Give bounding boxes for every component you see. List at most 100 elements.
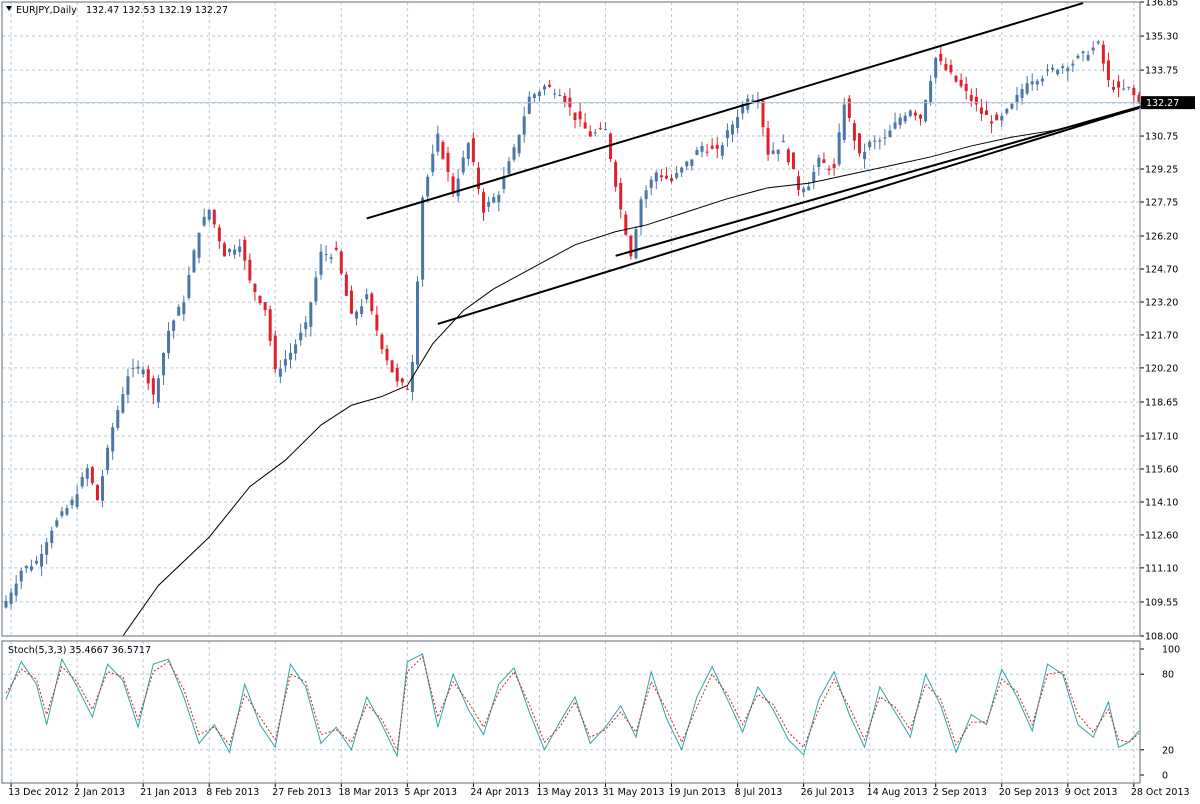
candle-body [161, 352, 165, 376]
candle-body [751, 99, 755, 101]
x-tick-label: 26 Jul 2013 [801, 787, 855, 798]
candle-body [1086, 54, 1090, 61]
candle-body [334, 247, 338, 250]
candle-body [314, 277, 318, 302]
candle-body [822, 159, 826, 163]
stoch-tick-label: 0 [1162, 771, 1168, 782]
y-tick-label: 117.10 [1145, 432, 1178, 443]
stoch-panel-frame [1, 640, 1141, 784]
candle-body [659, 175, 663, 178]
candle-body [451, 176, 455, 194]
candle-body [553, 93, 557, 95]
candle-body [807, 186, 811, 191]
stoch-tick-label: 100 [1162, 645, 1180, 656]
y-tick-label: 129.25 [1145, 165, 1178, 176]
candle-body [603, 129, 607, 131]
candle-body [466, 143, 470, 159]
chart-title: EURJPY,Daily [16, 5, 77, 16]
candle-body [685, 161, 689, 167]
candle-body [908, 110, 912, 117]
candle-body [1137, 94, 1141, 103]
candle-body [924, 100, 928, 122]
candle-body [949, 64, 953, 73]
candle-body [548, 84, 552, 87]
y-tick-label: 124.70 [1145, 265, 1178, 276]
candle-body [959, 79, 963, 87]
candle-body [24, 565, 28, 569]
candle-body [1117, 81, 1121, 88]
chart-menu-triangle-icon[interactable] [6, 6, 12, 11]
candle-body [14, 583, 18, 596]
candle-body [903, 115, 907, 122]
x-tick-label: 8 Jul 2013 [735, 787, 783, 798]
candle-body [852, 123, 856, 141]
candle-body [1127, 86, 1131, 88]
candle-body [1106, 60, 1110, 81]
y-tick-label: 135.30 [1145, 32, 1178, 43]
candle-body [1122, 88, 1126, 90]
candle-body [639, 199, 643, 228]
candle-body [101, 476, 105, 501]
moving-average-line [122, 108, 1140, 637]
candle-body [380, 334, 384, 350]
x-tick-label: 2 Jan 2013 [74, 787, 125, 798]
y-tick-label: 133.75 [1145, 66, 1178, 77]
candle-body [441, 142, 445, 159]
candle-body [375, 314, 379, 331]
y-tick-label: 120.20 [1145, 363, 1178, 374]
candle-body [400, 378, 404, 383]
candle-body [497, 194, 501, 203]
candle-body [299, 332, 303, 341]
candle-body [1132, 87, 1136, 96]
candle-body [1101, 44, 1105, 64]
candle-body [791, 152, 795, 170]
candle-body [304, 322, 308, 330]
axis-labels: 136.85135.30133.75132.25130.75129.25127.… [8, 0, 1189, 798]
x-tick-label: 24 Apr 2013 [470, 787, 529, 798]
candle-body [1112, 86, 1116, 90]
candle-body [868, 141, 872, 148]
candle-body [939, 53, 943, 62]
x-tick-label: 14 Aug 2013 [867, 787, 928, 798]
candle-body [766, 128, 770, 155]
candle-body [263, 302, 267, 311]
candle-body [1045, 69, 1049, 71]
candle-body [268, 309, 272, 341]
candle-body [492, 197, 496, 203]
candle-body [1071, 63, 1075, 66]
candle-body [258, 295, 262, 304]
y-tick-label: 109.55 [1145, 597, 1178, 608]
candle-body [365, 294, 369, 300]
candle-body [598, 128, 602, 130]
candle-body [558, 94, 562, 96]
candle-body [736, 117, 740, 128]
candle-body [502, 176, 506, 190]
candle-body [111, 427, 115, 452]
candle-body [725, 130, 729, 139]
candle-body [344, 274, 348, 296]
main-panel-grid [2, 1, 1140, 637]
candle-body [720, 145, 724, 156]
candle-body [883, 137, 887, 139]
candle-body [710, 145, 714, 149]
candle-body [802, 188, 806, 193]
candle-body [563, 95, 567, 104]
candle-body [624, 214, 628, 235]
candle-body [1096, 41, 1100, 44]
candle-body [156, 378, 160, 403]
candle-body [141, 369, 145, 375]
candle-body [65, 508, 69, 515]
candle-body [847, 98, 851, 118]
candle-body [202, 216, 206, 226]
candle-body [842, 104, 846, 140]
candle-body [324, 254, 328, 256]
candle-body [238, 246, 242, 253]
y-tick-label: 127.75 [1145, 197, 1178, 208]
candle-body [664, 175, 668, 179]
candle-body [1030, 81, 1034, 85]
candle-body [1066, 67, 1070, 72]
candle-body [248, 259, 252, 281]
candle-body [19, 570, 23, 582]
candle-body [573, 112, 577, 121]
